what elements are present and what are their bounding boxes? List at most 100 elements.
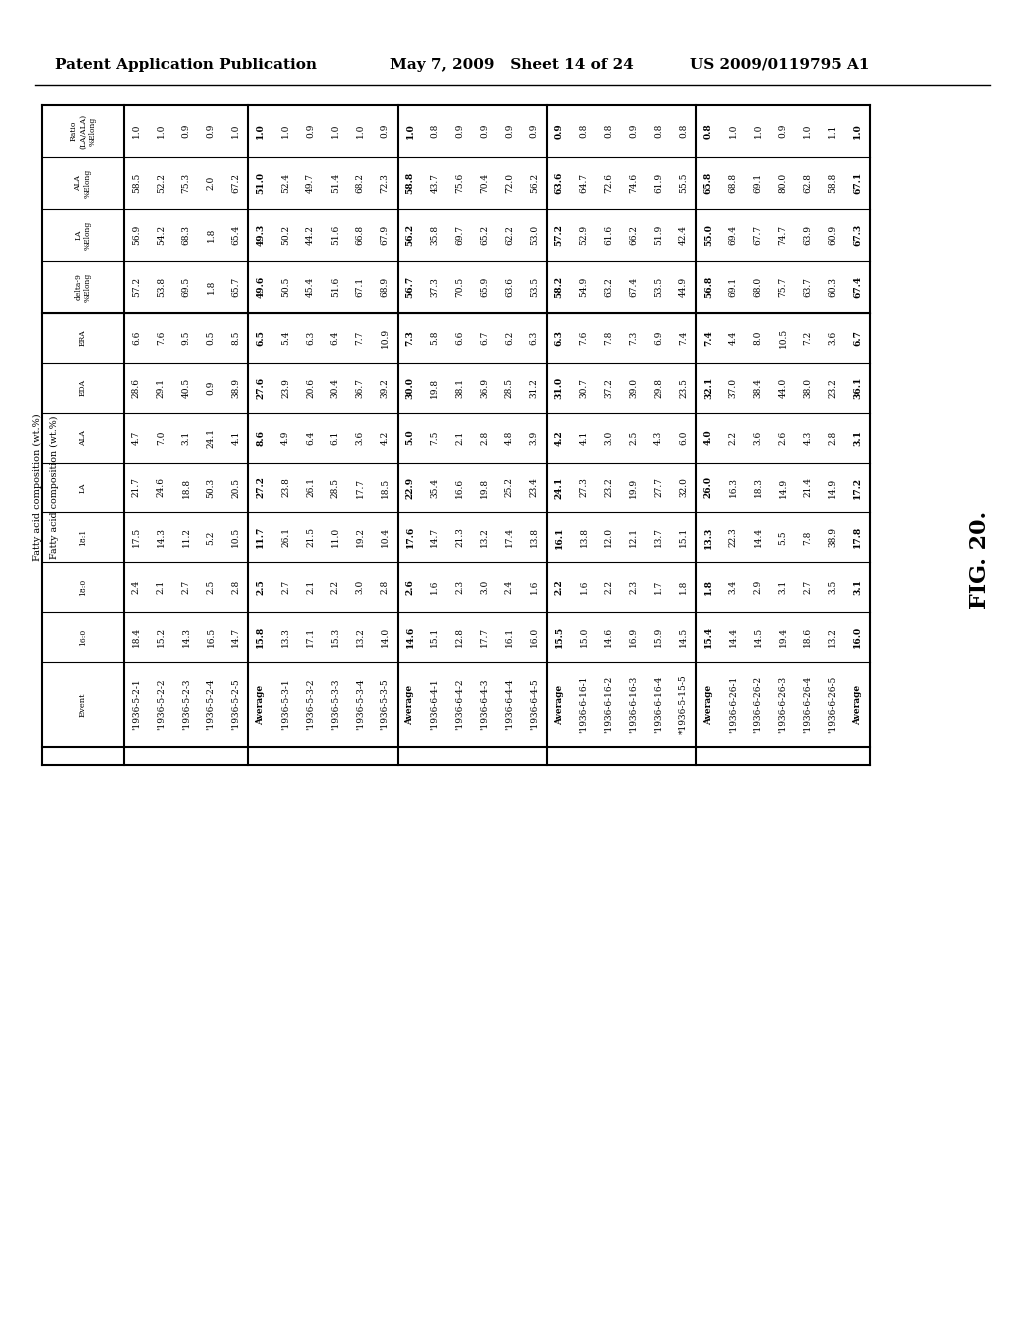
- Text: 0.9: 0.9: [306, 124, 315, 139]
- Text: '1936-5-3-3: '1936-5-3-3: [331, 678, 340, 730]
- Text: '1936-5-2-3: '1936-5-2-3: [181, 678, 190, 730]
- Text: 49.7: 49.7: [306, 173, 315, 193]
- Text: 1.0: 1.0: [157, 124, 166, 139]
- Text: LA
%Elong: LA %Elong: [75, 220, 91, 249]
- Text: 1.8: 1.8: [703, 579, 713, 595]
- Text: 10.5: 10.5: [231, 527, 241, 548]
- Text: 2.1: 2.1: [306, 579, 315, 594]
- Text: 14.9: 14.9: [778, 478, 787, 498]
- Text: May 7, 2009   Sheet 14 of 24: May 7, 2009 Sheet 14 of 24: [390, 58, 634, 73]
- Text: 49.3: 49.3: [256, 224, 265, 246]
- Text: 19.8: 19.8: [430, 378, 439, 397]
- Text: 0.9: 0.9: [630, 124, 638, 139]
- Text: 54.9: 54.9: [580, 277, 589, 297]
- Text: Average: Average: [555, 685, 563, 725]
- Text: 2.1: 2.1: [157, 579, 166, 594]
- Text: 68.2: 68.2: [355, 173, 365, 193]
- Text: 1.8: 1.8: [207, 228, 215, 242]
- Text: 17.1: 17.1: [306, 627, 315, 647]
- Text: 2.8: 2.8: [828, 430, 838, 445]
- Text: 14.7: 14.7: [430, 527, 439, 548]
- Text: 57.2: 57.2: [555, 224, 563, 246]
- Text: 13.7: 13.7: [654, 528, 664, 548]
- Text: 2.5: 2.5: [256, 579, 265, 595]
- Text: 72.6: 72.6: [604, 173, 613, 193]
- Text: 17.5: 17.5: [132, 527, 141, 548]
- Text: 23.8: 23.8: [282, 478, 290, 498]
- Text: 7.6: 7.6: [580, 331, 589, 345]
- Text: 3.5: 3.5: [828, 579, 838, 594]
- Text: 16.3: 16.3: [729, 478, 737, 498]
- Text: 38.0: 38.0: [804, 378, 812, 397]
- Text: '1936-6-16-3: '1936-6-16-3: [630, 676, 638, 733]
- Text: 35.8: 35.8: [430, 224, 439, 246]
- Text: 28.5: 28.5: [331, 478, 340, 498]
- Text: 65.4: 65.4: [231, 224, 241, 246]
- Text: 51.6: 51.6: [331, 224, 340, 246]
- Text: 3.6: 3.6: [828, 331, 838, 345]
- Text: 7.3: 7.3: [406, 330, 415, 346]
- Text: 51.4: 51.4: [331, 173, 340, 193]
- Text: 0.9: 0.9: [381, 124, 389, 139]
- Text: 2.7: 2.7: [282, 579, 290, 594]
- Text: 4.2: 4.2: [381, 430, 389, 445]
- Text: 13.8: 13.8: [580, 528, 589, 548]
- Text: 3.4: 3.4: [729, 579, 737, 594]
- Text: 7.4: 7.4: [703, 330, 713, 346]
- Text: 9.5: 9.5: [181, 331, 190, 345]
- Text: 7.8: 7.8: [604, 331, 613, 345]
- Text: 0.8: 0.8: [654, 124, 664, 139]
- Text: 6.5: 6.5: [256, 330, 265, 346]
- Text: 21.4: 21.4: [804, 478, 812, 498]
- Text: 30.0: 30.0: [406, 376, 415, 399]
- Text: 27.2: 27.2: [256, 477, 265, 499]
- Text: 18.8: 18.8: [181, 478, 190, 498]
- Text: 65.7: 65.7: [231, 277, 241, 297]
- Text: 4.0: 4.0: [703, 430, 713, 445]
- Text: 30.4: 30.4: [331, 378, 340, 397]
- Text: 53.8: 53.8: [157, 277, 166, 297]
- Text: 60.3: 60.3: [828, 277, 838, 297]
- Text: '1936-5-3-4: '1936-5-3-4: [355, 678, 365, 730]
- Text: 2.9: 2.9: [754, 579, 763, 594]
- Text: 1.8: 1.8: [207, 280, 215, 294]
- Text: Patent Application Publication: Patent Application Publication: [55, 58, 317, 73]
- Text: 45.4: 45.4: [306, 277, 315, 297]
- Text: 53.0: 53.0: [529, 224, 539, 246]
- Text: 1.0: 1.0: [231, 124, 241, 139]
- Text: 18:1: 18:1: [79, 529, 87, 546]
- Text: 31.2: 31.2: [529, 378, 539, 397]
- Text: 8.0: 8.0: [754, 331, 763, 345]
- Text: 1.6: 1.6: [580, 579, 589, 594]
- Text: 1.0: 1.0: [282, 124, 290, 139]
- Text: 74.7: 74.7: [778, 224, 787, 246]
- Text: 67.9: 67.9: [381, 224, 389, 246]
- Text: 26.1: 26.1: [306, 478, 315, 498]
- Text: 13.8: 13.8: [529, 528, 539, 548]
- Text: 20.6: 20.6: [306, 378, 315, 397]
- Text: 15.8: 15.8: [256, 626, 265, 648]
- Text: 49.6: 49.6: [256, 276, 265, 298]
- Text: 18:0: 18:0: [79, 578, 87, 595]
- Text: 18.5: 18.5: [381, 478, 389, 498]
- Text: 21.5: 21.5: [306, 527, 315, 548]
- Text: 15.1: 15.1: [679, 527, 688, 548]
- Text: 13.2: 13.2: [480, 528, 489, 548]
- Text: 2.2: 2.2: [555, 579, 563, 595]
- Text: 67.3: 67.3: [853, 224, 862, 246]
- Text: 0.8: 0.8: [703, 123, 713, 139]
- Text: 2.3: 2.3: [630, 581, 638, 594]
- Text: EDA: EDA: [79, 379, 87, 396]
- Text: 56.7: 56.7: [406, 276, 415, 298]
- Text: 13.3: 13.3: [703, 527, 713, 549]
- Text: 80.0: 80.0: [778, 173, 787, 193]
- Text: 36.1: 36.1: [853, 376, 862, 399]
- Text: 3.6: 3.6: [355, 430, 365, 445]
- Text: 1.0: 1.0: [406, 123, 415, 139]
- Text: 22.3: 22.3: [729, 528, 737, 548]
- Text: 23.4: 23.4: [529, 478, 539, 498]
- Text: 67.2: 67.2: [231, 173, 241, 193]
- Text: 4.7: 4.7: [132, 430, 141, 445]
- Text: 63.7: 63.7: [804, 277, 812, 297]
- Text: 67.1: 67.1: [853, 172, 862, 194]
